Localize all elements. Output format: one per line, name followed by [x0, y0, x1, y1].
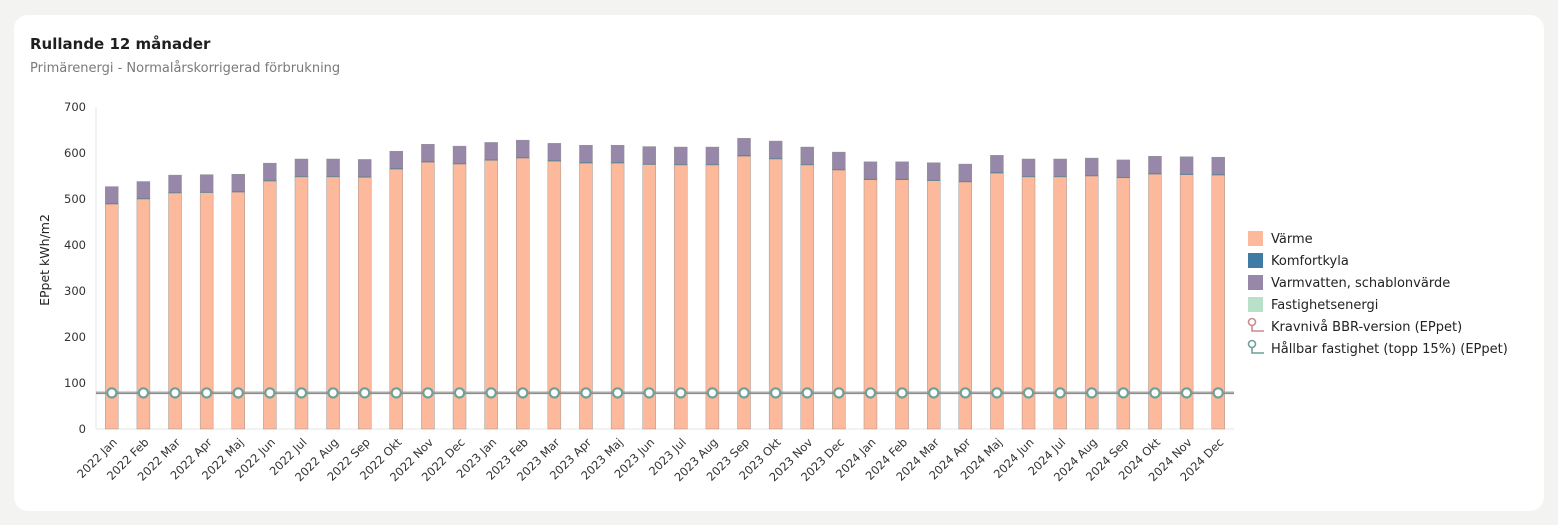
- reference-line-marker[interactable]: [864, 387, 877, 399]
- y-tick-label: 100: [64, 376, 86, 390]
- reference-line-marker[interactable]: [548, 387, 561, 399]
- bar-segment[interactable]: [737, 138, 751, 156]
- reference-line-marker[interactable]: [580, 387, 592, 399]
- legend-label[interactable]: Värme: [1271, 232, 1313, 247]
- reference-line-marker[interactable]: [358, 387, 371, 399]
- reference-line-marker[interactable]: [991, 387, 1003, 399]
- y-tick-label: 400: [64, 238, 86, 252]
- bar-segment[interactable]: [263, 162, 277, 181]
- reference-line-marker[interactable]: [517, 387, 529, 399]
- reference-line-marker[interactable]: [264, 387, 276, 399]
- reference-line-marker[interactable]: [485, 387, 497, 399]
- reference-line-marker[interactable]: [833, 387, 845, 399]
- reference-line-marker[interactable]: [453, 387, 466, 399]
- y-tick-label: 200: [64, 330, 86, 344]
- legend-line-symbol: [1251, 325, 1264, 332]
- bar-segment[interactable]: [168, 174, 182, 193]
- reference-line-marker[interactable]: [1212, 387, 1224, 399]
- bar-segment[interactable]: [1179, 156, 1194, 174]
- y-tick-label: 300: [64, 284, 86, 298]
- reference-line-marker[interactable]: [675, 387, 687, 399]
- reference-line-marker[interactable]: [1180, 387, 1193, 399]
- bar-segment[interactable]: [1211, 156, 1225, 175]
- bar-segment[interactable]: [926, 162, 941, 180]
- bar-segment[interactable]: [705, 146, 720, 165]
- card-title: Rullande 12 månader: [30, 35, 211, 53]
- legend-label[interactable]: Varmvatten, schablonvärde: [1271, 276, 1450, 291]
- reference-line-marker[interactable]: [327, 387, 339, 399]
- bar-segment[interactable]: [294, 158, 309, 177]
- bar-segment[interactable]: [1148, 156, 1162, 174]
- bar-segment[interactable]: [1116, 159, 1131, 178]
- y-axis-label: EPpet kWh/m2: [37, 214, 52, 306]
- reference-line-marker[interactable]: [295, 387, 308, 399]
- reference-line-marker[interactable]: [390, 387, 403, 399]
- reference-line-marker[interactable]: [959, 387, 972, 399]
- bar-segment[interactable]: [895, 161, 909, 179]
- reference-line-marker[interactable]: [232, 387, 244, 399]
- bar-segment[interactable]: [579, 144, 593, 163]
- bar-segment[interactable]: [231, 173, 245, 192]
- legend-swatch: [1248, 253, 1263, 268]
- bar-segment[interactable]: [990, 155, 1004, 173]
- legend-label[interactable]: Komfortkyla: [1271, 254, 1349, 269]
- y-tick-label: 500: [64, 192, 86, 206]
- reference-line-marker[interactable]: [169, 387, 181, 399]
- reference-line-marker[interactable]: [738, 387, 750, 399]
- legend-label[interactable]: Fastighetsenergi: [1271, 298, 1378, 313]
- legend-swatch: [1248, 231, 1263, 246]
- legend-swatch: [1248, 297, 1263, 312]
- card-subtitle: Primärenergi - Normalårskorrigerad förbr…: [30, 61, 341, 76]
- y-tick-label: 0: [79, 422, 86, 436]
- bar-segment[interactable]: [105, 186, 119, 204]
- reference-line-marker[interactable]: [706, 387, 719, 399]
- bar-segment[interactable]: [547, 143, 562, 161]
- reference-line-marker[interactable]: [106, 387, 118, 399]
- reference-line-marker[interactable]: [611, 387, 624, 399]
- bar-segment[interactable]: [421, 144, 435, 162]
- bar-segment[interactable]: [326, 158, 340, 177]
- bar-segment[interactable]: [516, 139, 530, 158]
- reference-line-marker[interactable]: [769, 387, 782, 399]
- reference-line-marker[interactable]: [801, 387, 813, 399]
- legend-swatch: [1248, 275, 1263, 290]
- y-tick-label: 600: [64, 146, 86, 160]
- bar-segment[interactable]: [958, 163, 973, 182]
- reference-line-marker[interactable]: [200, 387, 213, 399]
- legend-line-symbol: [1251, 347, 1264, 354]
- reference-line-marker[interactable]: [1054, 387, 1066, 399]
- reference-line-marker[interactable]: [1022, 387, 1035, 399]
- y-tick-label: 700: [64, 100, 86, 114]
- bar-segment[interactable]: [832, 151, 846, 170]
- chart-card: Rullande 12 månader Primärenergi - Norma…: [14, 15, 1544, 511]
- reference-line-marker[interactable]: [1117, 387, 1130, 399]
- reference-line-marker[interactable]: [137, 387, 150, 399]
- reference-line-marker[interactable]: [927, 387, 940, 399]
- bar-segment[interactable]: [452, 145, 467, 164]
- reference-line-marker[interactable]: [422, 387, 434, 399]
- legend-label[interactable]: Kravnivå BBR-version (EPpet): [1271, 320, 1462, 335]
- bar-segment[interactable]: [1053, 158, 1067, 177]
- reference-line-marker[interactable]: [1086, 387, 1098, 399]
- bar-segment[interactable]: [1021, 158, 1036, 177]
- reference-line-marker[interactable]: [1149, 387, 1161, 399]
- bar-segment[interactable]: [800, 146, 814, 165]
- bar-segment[interactable]: [389, 150, 404, 169]
- bar-segment[interactable]: [1085, 157, 1099, 176]
- bar-segment[interactable]: [642, 146, 656, 164]
- bar-segment[interactable]: [136, 181, 151, 199]
- reference-line-marker[interactable]: [896, 387, 908, 399]
- bar-segment[interactable]: [768, 140, 783, 159]
- bar-segment[interactable]: [484, 142, 498, 160]
- legend-line-marker: [1247, 339, 1257, 349]
- legend-line-marker: [1247, 317, 1257, 327]
- bar-segment[interactable]: [674, 146, 688, 165]
- bar-segment[interactable]: [610, 144, 625, 163]
- bar-segment[interactable]: [863, 161, 878, 179]
- legend-label[interactable]: Hållbar fastighet (topp 15%) (EPpet): [1271, 342, 1508, 357]
- bar-segment[interactable]: [199, 174, 214, 192]
- reference-line-marker[interactable]: [643, 387, 655, 399]
- bar-segment[interactable]: [357, 159, 372, 177]
